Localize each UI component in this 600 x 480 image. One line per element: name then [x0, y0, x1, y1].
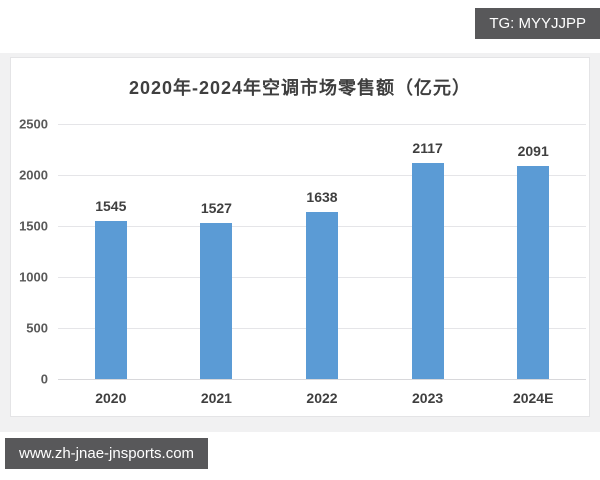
y-axis-tick-label: 500 — [26, 320, 48, 336]
y-axis-tick-label: 2500 — [19, 116, 48, 132]
x-axis-category-label: 2023 — [412, 390, 444, 406]
x-axis-category-label: 2024E — [512, 390, 554, 406]
x-axis-category-label: 2020 — [95, 390, 127, 406]
chart-title: 2020年-2024年空调市场零售额（亿元） — [128, 78, 472, 98]
gridline — [58, 124, 586, 125]
telegram-watermark-badge: TG: MYYJJPP — [475, 8, 600, 39]
x-axis-category-label: 2021 — [200, 390, 232, 406]
bar-value-label: 1638 — [306, 188, 338, 205]
bar-2021 — [200, 223, 233, 379]
y-axis-tick-label: 0 — [40, 371, 48, 387]
y-axis-tick-label: 1000 — [19, 269, 48, 285]
gridline — [58, 175, 586, 176]
plot-area: 0 500 1000 1500 2000 2500 1545 2020 1527 2021 1638… — [19, 117, 586, 406]
chart-panel: 2020年-2024年空调市场零售额（亿元） 0 500 1000 1500 2000 2… — [10, 57, 590, 417]
bar-2020 — [94, 221, 127, 379]
gridline — [58, 379, 586, 380]
bar-value-label: 2091 — [517, 142, 549, 159]
bar-value-label: 1527 — [200, 200, 232, 217]
bar-2024E — [517, 165, 550, 379]
y-axis-tick-label: 2000 — [19, 167, 48, 183]
y-axis-tick-label: 1500 — [19, 218, 48, 234]
bar-2022 — [306, 211, 338, 379]
website-watermark-badge: www.zh-jnae-jnsports.com — [5, 438, 209, 469]
bar-value-label: 1545 — [95, 198, 127, 215]
x-axis-category-label: 2022 — [306, 390, 338, 406]
bar-value-label: 2117 — [412, 140, 443, 157]
bar-2023 — [411, 163, 444, 379]
